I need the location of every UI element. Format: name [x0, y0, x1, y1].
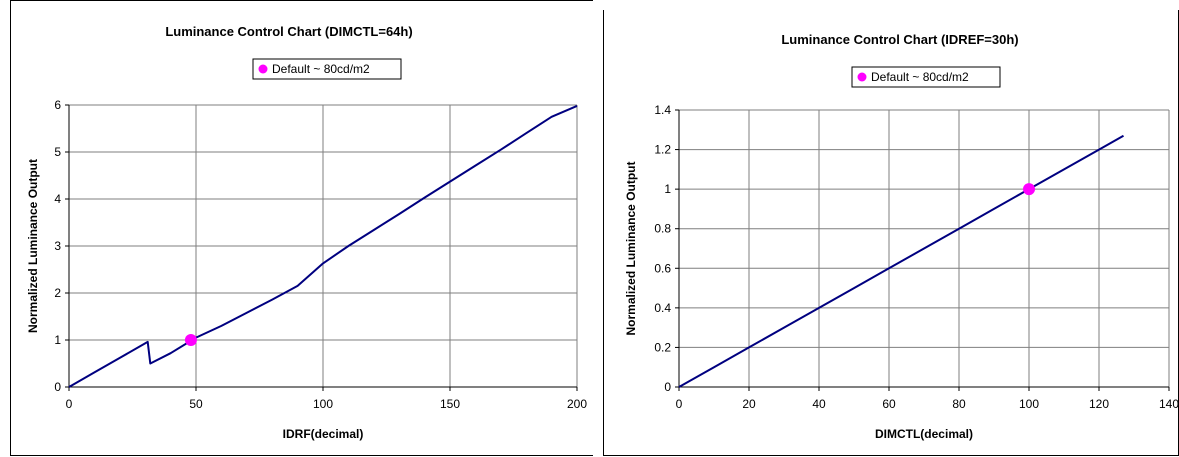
y-tick-label: 5	[54, 145, 61, 159]
x-tick-label: 100	[1019, 397, 1039, 411]
legend-marker	[857, 72, 867, 82]
x-tick-label: 150	[440, 397, 460, 411]
x-tick-label: 200	[567, 397, 587, 411]
y-tick-label: 0.6	[654, 261, 671, 275]
y-tick-label: 1	[664, 182, 671, 196]
x-axis-title: IDRF(decimal)	[283, 427, 364, 441]
y-tick-label: 0	[664, 380, 671, 394]
y-tick-label: 1.4	[654, 103, 671, 117]
default-point-marker	[184, 334, 197, 346]
y-tick-label: 2	[54, 286, 61, 300]
x-tick-label: 40	[812, 397, 826, 411]
x-tick-label: 20	[742, 397, 756, 411]
legend-box	[252, 58, 402, 80]
y-axis-title: Normalized Luminance Output	[624, 161, 638, 335]
y-tick-label: 6	[54, 98, 61, 112]
series-line	[68, 104, 578, 388]
x-tick-label: 0	[676, 397, 683, 411]
x-tick-label: 120	[1089, 397, 1109, 411]
legend-marker	[258, 64, 268, 74]
legend-box	[851, 66, 1001, 88]
series-line	[678, 134, 1124, 388]
legend-label: Default ~ 80cd/m2	[871, 70, 969, 84]
y-tick-label: 0	[54, 380, 61, 394]
chart-title: Luminance Control Chart (DIMCTL=64h)	[165, 24, 412, 39]
y-tick-label: 1	[54, 333, 61, 347]
chart-idrf: Luminance Control Chart (DIMCTL=64h) Defa…	[26, 24, 587, 441]
chart-panel-dimctl: Luminance Control Chart (IDREF=30h) Defau…	[603, 10, 1179, 456]
chart-panel-idrf: Luminance Control Chart (DIMCTL=64h) Defa…	[10, 0, 593, 456]
x-tick-label: 50	[189, 397, 203, 411]
y-tick-label: 0.4	[654, 301, 671, 315]
legend-label: Default ~ 80cd/m2	[272, 62, 370, 76]
default-point-marker	[1023, 183, 1035, 196]
x-tick-label: 140	[1159, 397, 1179, 411]
y-tick-label: 4	[54, 192, 61, 206]
y-tick-label: 0.2	[654, 340, 671, 354]
y-tick-label: 3	[54, 239, 61, 253]
y-axis-title: Normalized Luminance Output	[26, 159, 40, 333]
x-tick-label: 100	[313, 397, 333, 411]
x-tick-label: 60	[882, 397, 896, 411]
y-tick-label: 0.8	[654, 222, 671, 236]
chart-dimctl: Luminance Control Chart (IDREF=30h) Defau…	[624, 32, 1179, 441]
x-axis-title: DIMCTL(decimal)	[875, 427, 973, 441]
y-tick-label: 1.2	[654, 143, 671, 157]
x-tick-label: 80	[952, 397, 966, 411]
x-tick-label: 0	[66, 397, 73, 411]
chart-title: Luminance Control Chart (IDREF=30h)	[781, 32, 1018, 47]
